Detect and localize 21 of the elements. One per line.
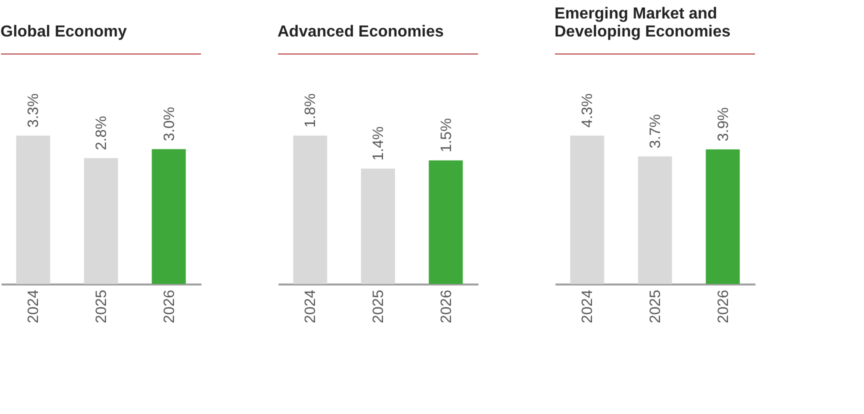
- data-label: 2.8%: [93, 116, 110, 150]
- chart-title: Advanced Economies: [278, 24, 444, 40]
- x-tick-label: 2026: [714, 290, 732, 324]
- data-label: 1.8%: [302, 93, 320, 128]
- x-tick-label: 2026: [438, 290, 455, 324]
- x-tick-label: 2025: [647, 290, 664, 324]
- x-tick-label: 2026: [160, 290, 178, 324]
- x-tick-label: 2024: [302, 290, 320, 324]
- data-label: 3.7%: [647, 114, 664, 148]
- x-tick-label: 2024: [25, 290, 42, 324]
- data-label: 3.9%: [714, 107, 732, 142]
- x-tick-label: 2025: [370, 290, 387, 324]
- chart-title: Global Economy: [0, 24, 127, 40]
- data-label: 3.0%: [160, 106, 178, 142]
- data-label: 1.5%: [438, 118, 455, 152]
- data-label: 3.3%: [25, 93, 42, 128]
- x-tick-label: 2025: [93, 290, 110, 324]
- chart-title: Emerging Market and Developing Economies: [554, 6, 731, 40]
- x-tick-label: 2024: [579, 290, 596, 324]
- data-label: 1.4%: [370, 126, 387, 161]
- data-label: 4.3%: [579, 93, 596, 128]
